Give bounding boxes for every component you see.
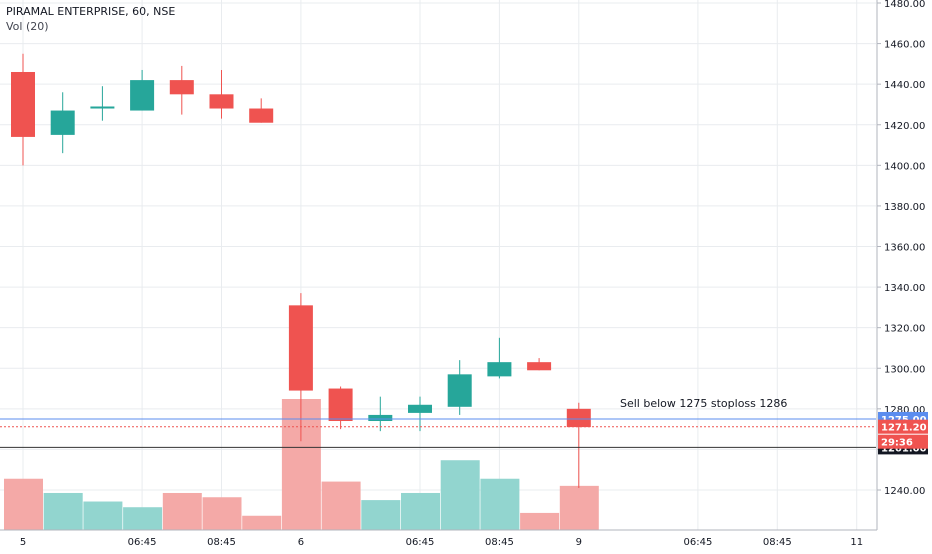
candle-body bbox=[169, 80, 194, 95]
candle-body bbox=[487, 362, 512, 377]
symbol-title[interactable]: PIRAMAL ENTERPRISE, 60, NSE bbox=[6, 5, 176, 18]
annotation-text[interactable]: Sell below 1275 stoploss 1286 bbox=[620, 397, 787, 410]
candle-body bbox=[527, 362, 552, 371]
price-tick-label: 1400.00 bbox=[884, 161, 925, 172]
candle-body bbox=[447, 374, 472, 407]
volume-bar bbox=[361, 500, 401, 530]
countdown-tag-text: 29:36 bbox=[881, 438, 913, 449]
volume-indicator-label[interactable]: Vol (20) bbox=[6, 20, 49, 33]
price-tick-label: 1380.00 bbox=[884, 202, 925, 213]
candle[interactable] bbox=[447, 360, 472, 415]
volume-bar bbox=[4, 478, 43, 530]
candle[interactable] bbox=[408, 396, 432, 432]
time-tick-label: 08:45 bbox=[763, 537, 792, 548]
volume-bar bbox=[123, 507, 163, 530]
candle-body bbox=[566, 408, 591, 428]
candle-body bbox=[130, 80, 155, 111]
price-tick-label: 1440.00 bbox=[884, 80, 925, 91]
price-tick-label: 1240.00 bbox=[884, 486, 925, 497]
price-tag-red-dotted: 1271.20 bbox=[878, 419, 928, 434]
grid bbox=[0, 0, 876, 530]
volume-bar bbox=[480, 478, 520, 530]
price-tick-label: 1300.00 bbox=[884, 364, 925, 375]
volume-bar bbox=[202, 497, 242, 530]
time-tick-label: 11 bbox=[850, 537, 863, 548]
price-tag-red-dotted-bg bbox=[878, 419, 928, 434]
candle[interactable] bbox=[90, 86, 115, 121]
countdown-tag-bg bbox=[878, 434, 928, 449]
price-tick-label: 1480.00 bbox=[884, 0, 925, 10]
volume-bar bbox=[520, 512, 560, 530]
price-tag-red-dotted-text: 1271.20 bbox=[881, 423, 927, 434]
time-tick-label: 08:45 bbox=[485, 537, 514, 548]
volume-bar bbox=[401, 492, 440, 530]
candle[interactable] bbox=[50, 92, 75, 154]
horizontal-lines bbox=[0, 418, 876, 448]
candle-body bbox=[288, 305, 313, 391]
price-tick-label: 1420.00 bbox=[884, 121, 925, 132]
candle[interactable] bbox=[566, 402, 591, 488]
time-tick-label: 06:45 bbox=[683, 537, 712, 548]
annotation: Sell below 1275 stoploss 1286 bbox=[620, 397, 787, 410]
volume-bar bbox=[440, 460, 480, 530]
price-tick-label: 1320.00 bbox=[884, 324, 925, 335]
candle[interactable] bbox=[368, 396, 393, 432]
volume-bar bbox=[321, 481, 361, 530]
candle[interactable] bbox=[527, 358, 552, 371]
volume-bar bbox=[83, 501, 123, 530]
time-tick-label: 5 bbox=[20, 537, 26, 548]
candle[interactable] bbox=[209, 69, 234, 119]
time-tick-label: 9 bbox=[576, 537, 582, 548]
candle[interactable] bbox=[169, 65, 194, 115]
candle-body bbox=[368, 414, 393, 422]
candle[interactable] bbox=[11, 53, 35, 166]
candle-body bbox=[11, 71, 35, 137]
volume-bar bbox=[162, 492, 202, 530]
volume-bar bbox=[559, 485, 599, 530]
candle[interactable] bbox=[288, 293, 313, 442]
volume-bar bbox=[43, 492, 83, 530]
countdown-tag: 29:36 bbox=[878, 434, 928, 449]
candle[interactable] bbox=[130, 69, 155, 111]
candle-body bbox=[90, 106, 115, 109]
candle[interactable] bbox=[487, 337, 512, 379]
price-tick-label: 1460.00 bbox=[884, 40, 925, 51]
candles bbox=[11, 53, 591, 488]
candle[interactable] bbox=[249, 98, 274, 123]
volume-bar bbox=[242, 515, 282, 530]
time-tick-label: 6 bbox=[298, 537, 304, 548]
price-tick-label: 1360.00 bbox=[884, 243, 925, 254]
time-tick-label: 06:45 bbox=[128, 537, 157, 548]
candle-body bbox=[408, 404, 432, 413]
price-tick-label: 1340.00 bbox=[884, 283, 925, 294]
price-tick-label: 1280.00 bbox=[884, 405, 925, 416]
volume-bars bbox=[4, 399, 599, 530]
time-axis: 5 06:45 08:45 6 06:45 08:45 9 06:45 08:45 11 bbox=[0, 529, 877, 548]
candle[interactable] bbox=[328, 386, 353, 430]
candle-body bbox=[328, 388, 353, 422]
price-tag-black-text: 1261.00 bbox=[881, 443, 927, 454]
time-tick-label: 08:45 bbox=[207, 537, 236, 548]
candle-body bbox=[209, 94, 234, 109]
candle-body bbox=[249, 108, 274, 123]
candle-body bbox=[50, 110, 75, 135]
time-tick-label: 06:45 bbox=[406, 537, 435, 548]
